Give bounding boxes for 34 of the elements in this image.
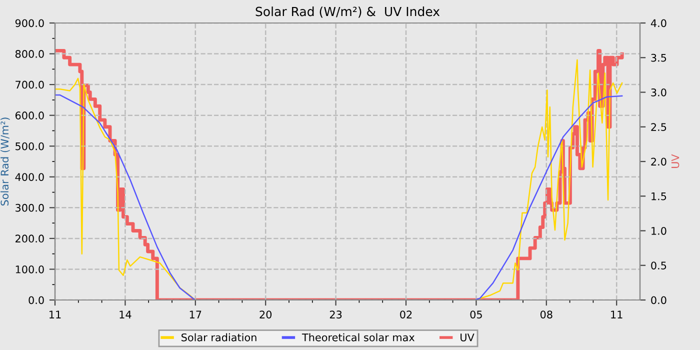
y2-tick-label: 3.0 xyxy=(651,88,666,96)
y-tick-label: 100.0 xyxy=(16,265,44,274)
legend-label: Theoretical solar max xyxy=(302,333,415,342)
y2-axis-title: UV xyxy=(671,154,680,168)
y-tick-label: 700.0 xyxy=(16,80,44,89)
y2-tick-label: 4.0 xyxy=(650,19,666,28)
x-tick-label: 20 xyxy=(260,310,272,318)
y2-tick-label: 1.5 xyxy=(652,192,666,200)
y-tick-label: 0.0 xyxy=(28,296,44,304)
x-tick-label: 02 xyxy=(400,310,412,318)
chart-title: Solar Rad (W/m²) & UV Index xyxy=(256,6,440,18)
x-tick-label: 11 xyxy=(50,310,61,318)
y-tick-label: 600.0 xyxy=(15,112,44,120)
legend-label: Solar radiation xyxy=(182,333,256,342)
y2-tick-label: 1.0 xyxy=(652,226,666,235)
x-tick-label: 08 xyxy=(540,310,552,318)
x-tick-label: 14 xyxy=(120,310,132,318)
y2-tick-label: 2.5 xyxy=(651,123,666,131)
y-tick-label: 900.0 xyxy=(15,19,44,28)
y-axis-title: Solar Rad (W/m²) xyxy=(0,118,10,206)
y-tick-label: 200.0 xyxy=(16,234,44,243)
x-tick-label: 23 xyxy=(330,310,342,318)
x-tick-label: 11 xyxy=(611,310,622,318)
y-tick-label: 400.0 xyxy=(15,173,44,181)
y-tick-label: 300.0 xyxy=(16,204,44,212)
y2-tick-label: 0.5 xyxy=(651,262,666,270)
x-tick-label: 05 xyxy=(470,310,482,318)
y2-tick-label: 3.5 xyxy=(651,54,666,62)
legend-label: UV xyxy=(460,334,474,342)
y2-tick-label: 2.0 xyxy=(651,158,666,166)
x-tick-label: 17 xyxy=(190,310,202,318)
y-tick-label: 500.0 xyxy=(16,142,44,150)
y-tick-label: 800.0 xyxy=(15,50,44,58)
y2-tick-label: 0.0 xyxy=(651,296,666,304)
